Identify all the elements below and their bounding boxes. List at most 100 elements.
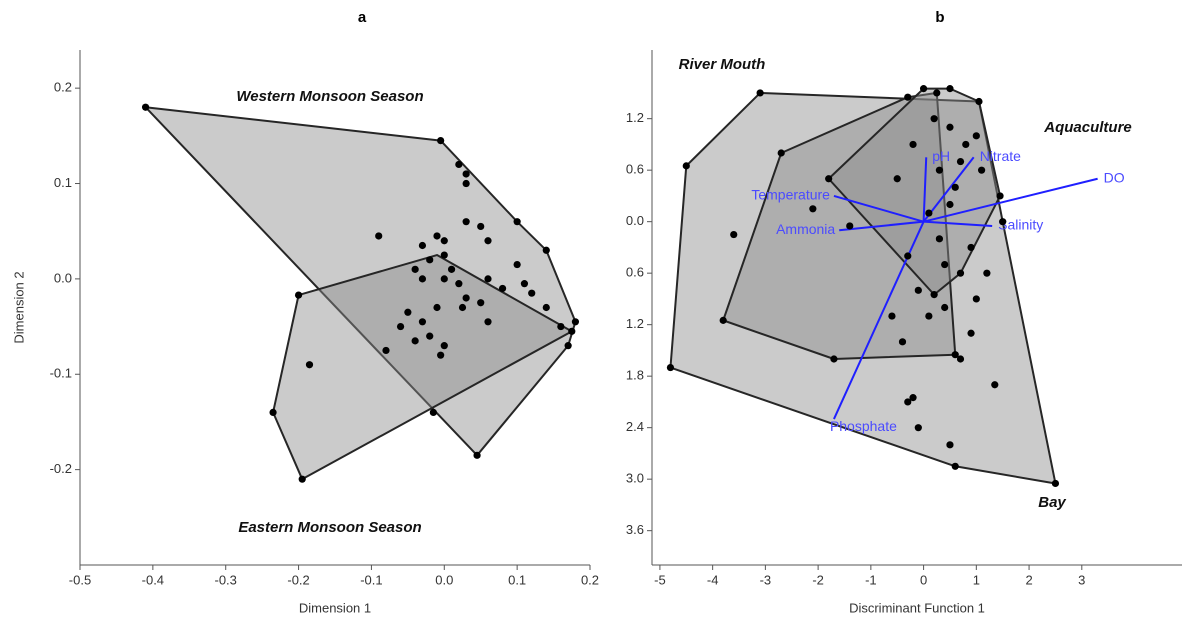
y-tick-label: 1.2 (626, 110, 644, 125)
point (914, 286, 922, 294)
point (967, 329, 975, 337)
point (972, 295, 980, 303)
point (956, 355, 965, 363)
point (269, 408, 277, 417)
point (914, 424, 922, 432)
point (978, 166, 986, 174)
point (418, 275, 427, 283)
point (498, 284, 507, 293)
point (946, 200, 954, 209)
vector-label: pH (932, 148, 950, 164)
point (951, 351, 959, 359)
x-tick-label: 0.0 (435, 572, 453, 587)
x-tick-label: -0.2 (287, 572, 309, 587)
point (305, 361, 314, 369)
x-axis-title: Dimension 1 (299, 600, 371, 615)
point (888, 312, 896, 320)
point (893, 175, 901, 183)
y-tick-label: 3.0 (626, 471, 644, 486)
point (682, 162, 690, 170)
point (919, 85, 928, 93)
y-tick-label: 0.2 (54, 80, 72, 95)
point (455, 280, 463, 288)
panel-title: a (358, 9, 367, 26)
point (719, 316, 727, 324)
y-tick-label: 2.4 (626, 419, 644, 434)
vector-label: DO (1104, 169, 1125, 185)
y-tick-label: 0.0 (626, 213, 644, 228)
point (484, 237, 492, 245)
point (433, 303, 441, 312)
x-tick-label: -0.3 (215, 572, 237, 587)
point (666, 363, 675, 372)
point (904, 93, 912, 101)
point (462, 218, 470, 226)
point (946, 441, 954, 449)
point (777, 149, 785, 157)
point (462, 294, 470, 302)
point (941, 303, 949, 312)
point (298, 475, 306, 483)
x-tick-label: -0.5 (69, 572, 91, 587)
point (951, 183, 959, 191)
y-tick-label: 0.6 (626, 162, 644, 177)
point (418, 318, 427, 326)
y-tick-label: 1.8 (626, 368, 644, 383)
point (935, 235, 944, 243)
point (458, 303, 467, 312)
point (440, 275, 448, 283)
x-tick-label: 0.2 (581, 572, 599, 587)
point (946, 123, 954, 131)
loading-vector (922, 156, 975, 223)
point (484, 275, 492, 283)
point (528, 289, 536, 297)
point (956, 269, 965, 277)
point (418, 241, 427, 250)
point (975, 97, 983, 106)
point (951, 462, 959, 470)
point (557, 322, 565, 331)
point (825, 175, 833, 183)
point (429, 408, 437, 417)
vector-label: Ammonia (776, 221, 835, 237)
panel-title: b (935, 9, 944, 26)
x-tick-label: -4 (707, 572, 719, 587)
point (898, 338, 907, 346)
point (411, 265, 419, 273)
point (946, 85, 954, 93)
hull (827, 87, 1002, 296)
point (930, 291, 938, 299)
x-tick-label: 2 (1025, 572, 1032, 587)
point (909, 140, 917, 149)
y-axis-title: Dimension 2 (11, 271, 26, 343)
loading-vector (922, 157, 928, 222)
annotation: Aquaculture (1043, 119, 1132, 136)
point (933, 89, 941, 97)
point (1051, 479, 1060, 488)
point (967, 243, 975, 252)
point (513, 218, 521, 226)
point (542, 246, 550, 254)
point (433, 232, 441, 240)
point (477, 222, 485, 231)
hull (144, 106, 577, 457)
point (830, 355, 838, 363)
x-tick-label: 1 (973, 572, 980, 587)
point (473, 451, 481, 459)
x-tick-label: -0.4 (142, 572, 164, 587)
point (462, 179, 470, 188)
point (440, 237, 448, 245)
point (513, 260, 521, 269)
vector-label: Salinity (998, 217, 1043, 233)
point (141, 103, 150, 111)
point (962, 140, 970, 149)
annotation: Eastern Monsoon Season (238, 519, 421, 536)
point (382, 346, 390, 355)
point (909, 394, 917, 402)
point (568, 327, 576, 335)
point (447, 265, 456, 273)
y-tick-label: -0.1 (50, 366, 72, 381)
x-axis-title: Discriminant Function 1 (849, 600, 985, 615)
loading-vector (833, 194, 924, 223)
point (520, 280, 529, 288)
